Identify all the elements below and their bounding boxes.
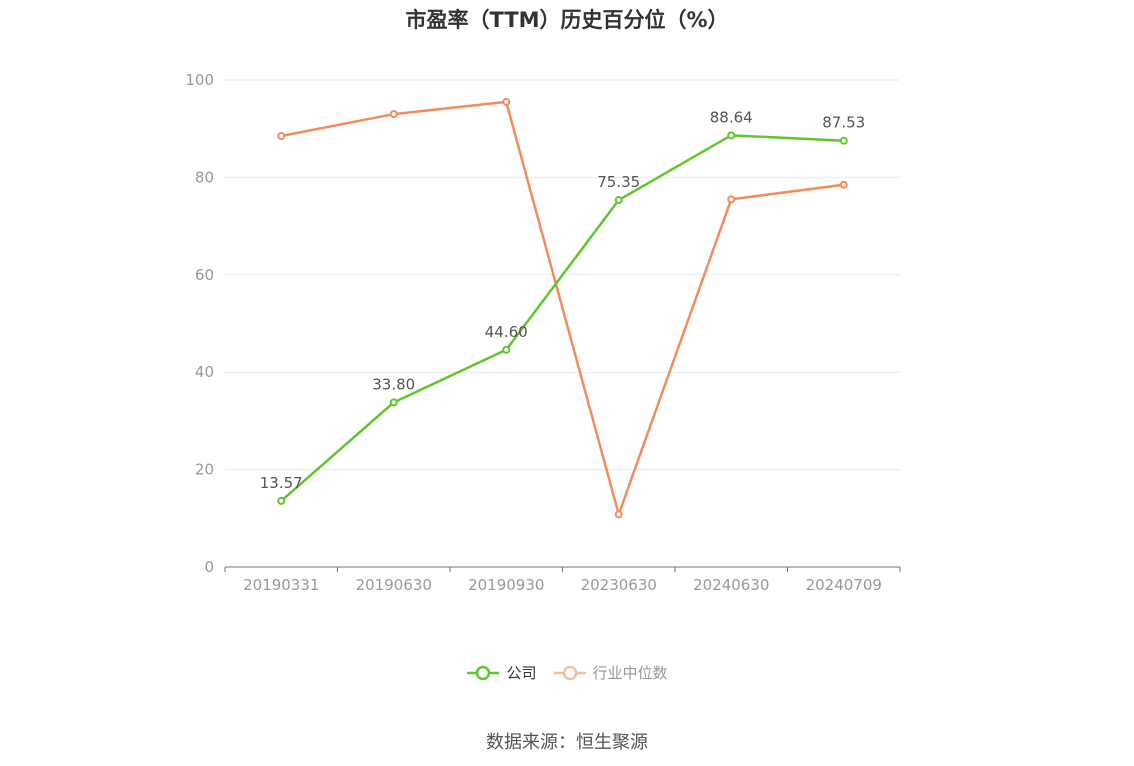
y-axis-ticks: 0 20 40 60 80 100 xyxy=(185,71,214,576)
x-tick-label: 20240709 xyxy=(806,576,882,594)
legend-label-industry: 行业中位数 xyxy=(592,664,668,682)
x-tick-label: 20190331 xyxy=(243,576,319,594)
data-point[interactable] xyxy=(502,345,511,354)
data-label: 88.64 xyxy=(710,108,753,126)
series-industry xyxy=(277,97,848,519)
legend-marker-industry-icon xyxy=(553,665,586,680)
legend-marker-company-icon xyxy=(467,665,500,680)
y-tick-label: 60 xyxy=(195,266,214,284)
data-point[interactable] xyxy=(839,136,848,145)
legend-item-industry[interactable]: 行业中位数 xyxy=(553,662,668,683)
series-layer: 13.57 33.80 44.60 75.35 88.64 87.53 xyxy=(260,97,865,519)
data-point[interactable] xyxy=(277,496,286,505)
data-point[interactable] xyxy=(502,97,511,106)
y-tick-label: 20 xyxy=(195,461,214,479)
series-company: 13.57 33.80 44.60 75.35 88.64 87.53 xyxy=(260,108,865,505)
x-tick-label: 20190630 xyxy=(356,576,432,594)
data-source: 数据来源：恒生聚源 xyxy=(486,732,648,753)
data-point[interactable] xyxy=(389,110,398,119)
data-label: 87.53 xyxy=(822,114,865,132)
legend: 公司 行业中位数 xyxy=(0,662,1134,683)
data-point[interactable] xyxy=(389,398,398,407)
series-line xyxy=(280,134,844,502)
data-label: 33.80 xyxy=(372,375,415,393)
chart-title: 市盈率（TTM）历史百分位（%） xyxy=(405,8,729,32)
legend-label-company: 公司 xyxy=(506,664,537,682)
y-tick-label: 0 xyxy=(204,558,214,576)
data-point[interactable] xyxy=(727,195,736,204)
x-tick-label: 20230630 xyxy=(581,576,657,594)
data-label: 13.57 xyxy=(260,474,303,492)
y-tick-label: 100 xyxy=(185,71,214,89)
data-point[interactable] xyxy=(727,131,736,140)
x-tick-label: 20190930 xyxy=(468,576,544,594)
y-tick-label: 80 xyxy=(195,168,214,186)
x-axis: 20190331 20190630 20190930 20230630 20240630… xyxy=(224,566,901,594)
data-label: 44.60 xyxy=(485,323,528,341)
data-point[interactable] xyxy=(614,510,623,519)
x-tick-label: 20240630 xyxy=(693,576,769,594)
data-point[interactable] xyxy=(839,180,848,189)
data-label: 75.35 xyxy=(597,173,640,191)
y-tick-label: 40 xyxy=(195,363,214,381)
data-point[interactable] xyxy=(614,196,623,205)
series-line xyxy=(281,100,844,516)
legend-item-company[interactable]: 公司 xyxy=(466,662,537,683)
data-point[interactable] xyxy=(277,132,286,141)
